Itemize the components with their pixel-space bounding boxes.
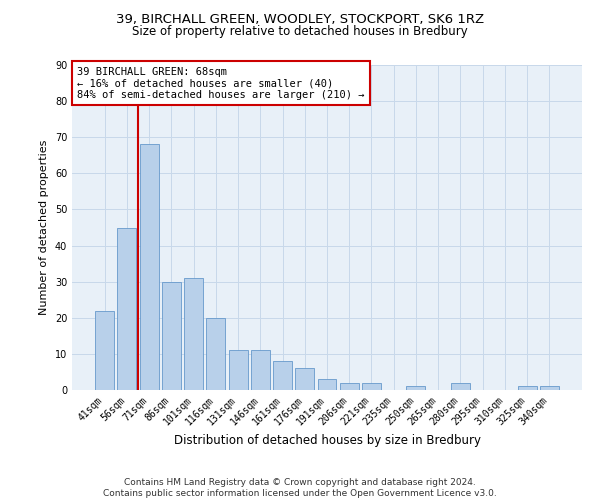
Bar (295, 368, 314, 390)
Y-axis label: Number of detached properties: Number of detached properties (39, 140, 49, 315)
Bar (451, 383, 470, 390)
Text: Contains HM Land Registry data © Crown copyright and database right 2024.
Contai: Contains HM Land Registry data © Crown c… (103, 478, 497, 498)
Bar (273, 361, 292, 390)
Bar (118, 228, 136, 390)
X-axis label: Distribution of detached houses by size in Bredbury: Distribution of detached houses by size … (173, 434, 481, 447)
Bar (206, 318, 225, 390)
Bar (162, 282, 181, 390)
Bar (140, 144, 158, 390)
Bar (317, 379, 337, 390)
Bar (251, 350, 270, 390)
Text: 39 BIRCHALL GREEN: 68sqm
← 16% of detached houses are smaller (40)
84% of semi-d: 39 BIRCHALL GREEN: 68sqm ← 16% of detach… (77, 66, 365, 100)
Bar (340, 383, 359, 390)
Bar (95, 310, 114, 390)
Bar (362, 383, 381, 390)
Bar (229, 350, 248, 390)
Bar (540, 386, 559, 390)
Text: 39, BIRCHALL GREEN, WOODLEY, STOCKPORT, SK6 1RZ: 39, BIRCHALL GREEN, WOODLEY, STOCKPORT, … (116, 12, 484, 26)
Text: Size of property relative to detached houses in Bredbury: Size of property relative to detached ho… (132, 25, 468, 38)
Bar (518, 386, 536, 390)
Bar (406, 386, 425, 390)
Bar (184, 278, 203, 390)
